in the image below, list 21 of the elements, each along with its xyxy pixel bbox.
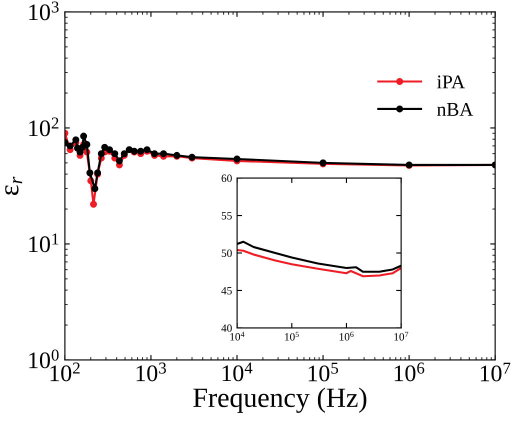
y-tick-label: 10$^{2}$ [29, 117, 58, 136]
legend-label: iPA [437, 75, 465, 88]
y-axis-title: ε$_{r}$ [5, 176, 22, 196]
y-tick-label: 10$^{1}$ [29, 234, 58, 252]
x-tick-label: 10$^{3}$ [136, 362, 166, 382]
x-axis-title: Frequency (Hz) [193, 388, 366, 413]
x-tick-label: 10$^{4}$ [230, 332, 244, 341]
x-tick-label: 10$^{6}$ [394, 362, 424, 382]
y-tick-label: 45 [221, 287, 232, 294]
y-tick-label: 40 [221, 324, 232, 332]
x-tick-label: 10$^{7}$ [394, 332, 408, 341]
x-tick-label: 10$^{4}$ [222, 362, 252, 382]
x-tick-label: 10$^{6}$ [340, 332, 354, 341]
x-tick-label: 10$^{5}$ [308, 362, 338, 382]
y-tick-label: 55 [222, 212, 232, 220]
x-tick-label: 10$^{5}$ [285, 332, 299, 341]
y-tick-label: 60 [222, 174, 232, 182]
y-tick-label: 50 [222, 249, 232, 257]
x-tick-label: 10$^{7}$ [480, 362, 510, 382]
legend-label: nBA [437, 102, 474, 116]
y-tick-label: 10$^{3}$ [29, 1, 59, 20]
